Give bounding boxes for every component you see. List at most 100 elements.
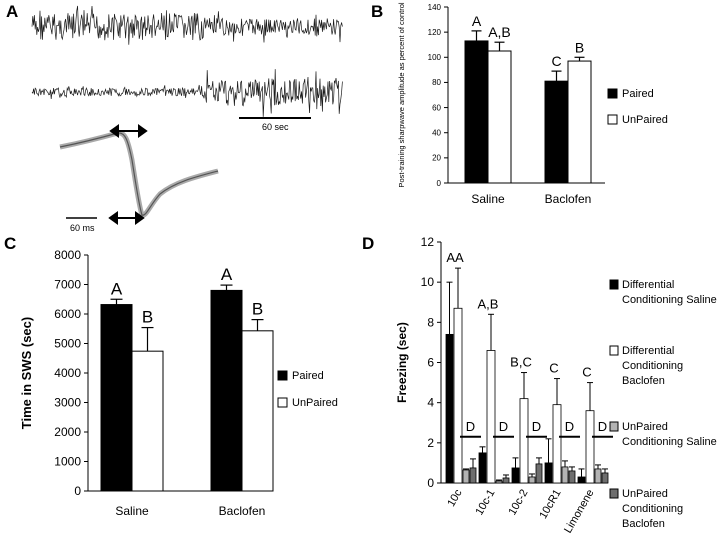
bar [464,40,489,184]
x-tick-label: Baclofen [545,192,592,206]
y-tick-label: 7000 [54,278,81,292]
significance-label: D [598,419,607,434]
significance-label: C [582,365,591,380]
y-axis-label: Time in SWS (sec) [19,317,34,429]
y-tick-label: 6 [427,356,434,370]
legend-label: UnPaired [292,397,338,409]
bar [544,462,553,484]
y-tick-label: 5000 [54,337,81,351]
significance-label: D [466,419,475,434]
bar [462,469,470,484]
bar [519,398,529,484]
significance-label: B [575,39,584,55]
bar [495,480,503,484]
significance-label: A,B [478,296,499,311]
bar [502,477,510,484]
y-tick-label: 8 [427,315,434,329]
legend-label: UnPaired Conditioning Saline [622,421,717,448]
legend-swatch [609,345,619,356]
y-tick-label: 20 [432,154,441,163]
significance-label: D [499,419,508,434]
legend-label: Differential Conditioning Saline [622,279,717,306]
lfp-trace-bottom [31,69,343,117]
bar [567,60,592,184]
y-tick-label: 12 [421,235,435,249]
bar [601,472,609,484]
legend-label: Differential Conditioning Baclofen [622,345,686,387]
bar [552,404,562,484]
significance-label: C [549,361,558,376]
bar [100,304,133,492]
panel-letter-a: A [6,2,19,21]
significance-label: A [111,279,123,298]
bar [561,466,569,484]
legend-label: Paired [622,88,654,100]
y-tick-label: 0 [427,476,434,490]
bar [594,468,602,484]
x-tick-label: 10c [445,487,465,509]
legend-swatch [607,114,618,125]
y-tick-label: 100 [428,53,442,62]
significance-label: B [252,300,263,319]
legend-swatch [277,397,288,408]
y-tick-label: 2 [427,436,434,450]
bar [445,333,454,484]
panel-letter-c: C [4,234,17,253]
lfp-trace-top [31,5,343,45]
y-tick-label: 0 [437,179,442,188]
bar [241,330,274,492]
y-tick-label: 120 [428,28,442,37]
significance-label: A,B [488,24,511,40]
bar [210,289,243,492]
y-tick-label: 0 [74,484,81,498]
x-tick-label: 10cR1 [537,488,563,522]
legend-swatch [609,279,619,290]
significance-label: AA [446,250,464,265]
significance-label: B [142,308,153,327]
legend-label: UnPaired [622,114,668,126]
bar [577,476,586,484]
legend-swatch [607,88,618,99]
x-tick-label: Limonene [562,488,597,536]
bar [544,80,569,184]
x-tick-label: Saline [471,192,505,206]
x-tick-label: Saline [115,504,149,518]
panel-letter-b: B [371,2,384,21]
width-arrow-upper [109,124,148,138]
bar [453,307,463,484]
significance-label: D [532,419,541,434]
x-tick-label: 10c-2 [506,488,530,518]
y-tick-label: 4 [427,396,434,410]
legend-label: Paired [292,370,324,382]
significance-label: A [221,265,233,284]
y-axis-label: Freezing (sec) [395,322,409,403]
time-scale-label-ms: 60 ms [70,223,95,233]
bar [131,350,164,492]
y-tick-label: 4000 [54,366,81,380]
y-axis-label: Post-training sharpwave amplitude as per… [397,2,406,187]
x-tick-label: 10c-1 [473,488,497,518]
significance-label: B,C [510,355,532,370]
y-tick-label: 8000 [54,248,81,262]
y-tick-label: 40 [432,129,441,138]
bar [585,410,595,484]
y-tick-label: 10 [421,275,435,289]
y-tick-label: 3000 [54,396,81,410]
x-tick-label: Baclofen [219,504,266,518]
y-tick-label: 140 [428,3,442,12]
significance-label: D [565,419,574,434]
width-arrow-lower [108,211,145,225]
y-tick-label: 6000 [54,307,81,321]
bar [486,350,496,484]
significance-label: C [551,53,561,69]
y-tick-label: 60 [432,103,441,112]
legend-label: UnPaired Conditioning Baclofen [622,488,686,530]
significance-label: A [472,13,482,29]
bar [478,452,487,484]
bar [469,467,477,484]
panel-letter-d: D [362,234,375,253]
